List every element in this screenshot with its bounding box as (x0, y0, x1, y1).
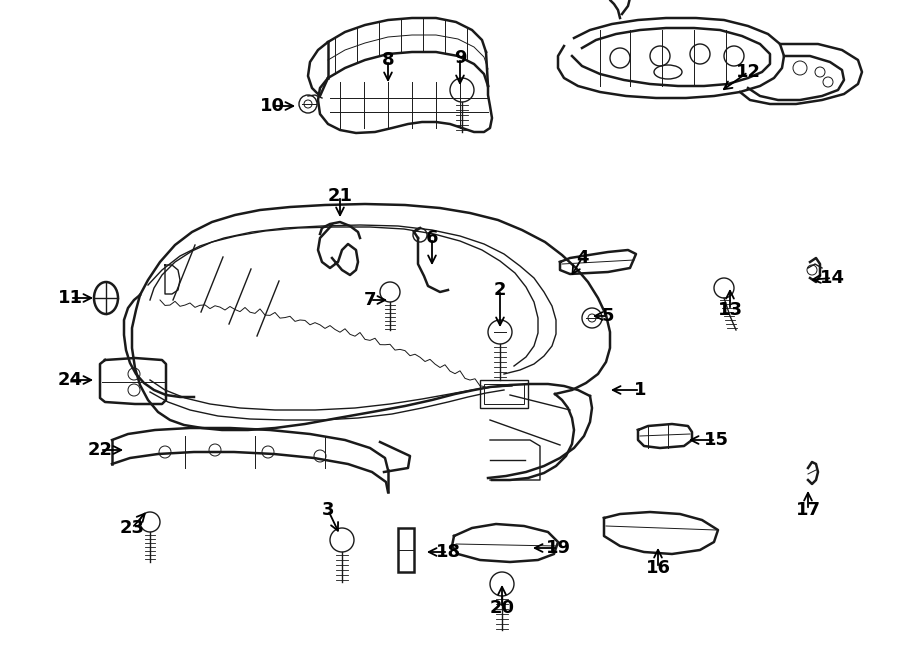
Text: 1: 1 (634, 381, 646, 399)
Text: 19: 19 (545, 539, 571, 557)
Text: 14: 14 (820, 269, 844, 287)
Text: 9: 9 (454, 49, 466, 67)
Text: 2: 2 (494, 281, 507, 299)
Text: 6: 6 (426, 229, 438, 247)
Text: 21: 21 (328, 187, 353, 205)
Text: 10: 10 (259, 97, 284, 115)
Text: 23: 23 (120, 519, 145, 537)
Text: 4: 4 (576, 249, 589, 267)
Bar (480, 380, 528, 408)
Text: 22: 22 (87, 441, 112, 459)
Text: 15: 15 (704, 431, 728, 449)
Bar (484, 384, 524, 404)
Text: 16: 16 (645, 559, 670, 577)
Text: 3: 3 (322, 501, 334, 519)
Text: 5: 5 (602, 307, 614, 325)
Text: 7: 7 (364, 291, 376, 309)
Text: 24: 24 (58, 371, 83, 389)
Text: 12: 12 (735, 63, 760, 81)
Text: 18: 18 (436, 543, 461, 561)
Bar (398, 528, 414, 572)
Text: 20: 20 (490, 599, 515, 617)
Text: 13: 13 (717, 301, 742, 319)
Text: 17: 17 (796, 501, 821, 519)
Text: 8: 8 (382, 51, 394, 69)
Text: 11: 11 (58, 289, 83, 307)
